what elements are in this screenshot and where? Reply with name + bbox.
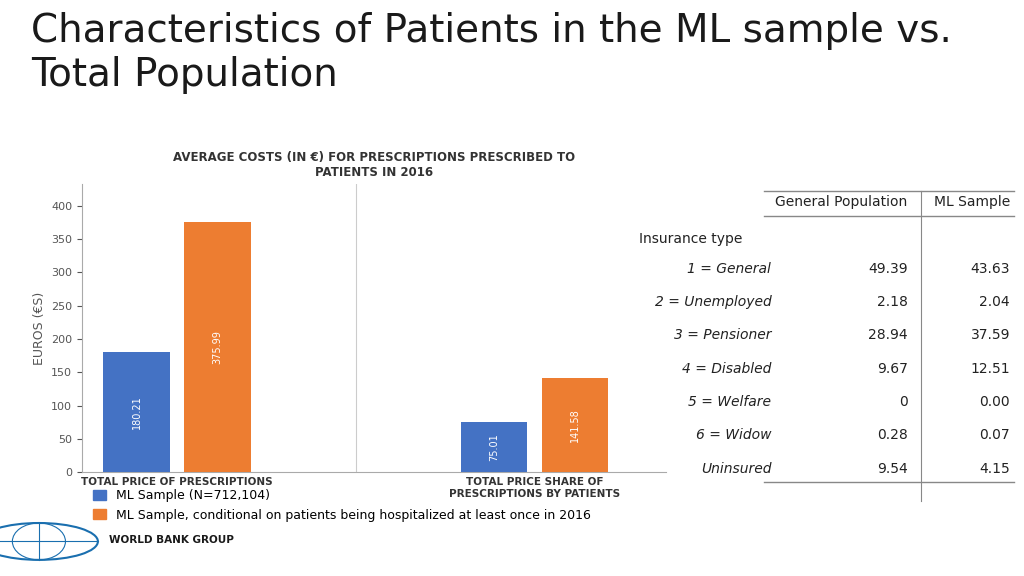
Y-axis label: EUROS (€S): EUROS (€S) [33, 291, 45, 365]
Text: 2.04: 2.04 [979, 295, 1010, 309]
Text: 43.63: 43.63 [971, 262, 1010, 276]
Text: ML Sample: ML Sample [934, 195, 1010, 210]
Text: 12.51: 12.51 [971, 362, 1010, 376]
Text: 0.28: 0.28 [877, 429, 907, 442]
Text: 28.94: 28.94 [868, 328, 907, 343]
Text: 2 = Unemployed: 2 = Unemployed [654, 295, 771, 309]
Text: 6 = Widow: 6 = Widow [695, 429, 771, 442]
Text: 3 = Pensioner: 3 = Pensioner [674, 328, 771, 343]
Text: 9.54: 9.54 [877, 461, 907, 476]
Text: WORLD BANK GROUP: WORLD BANK GROUP [109, 535, 233, 545]
Text: 1 = General: 1 = General [687, 262, 771, 276]
Bar [103, 353, 170, 472]
Text: Uninsured: Uninsured [700, 461, 771, 476]
Text: 75.01: 75.01 [489, 434, 499, 461]
Legend: ML Sample (N=712,104), ML Sample, conditional on patients being hospitalized at : ML Sample (N=712,104), ML Sample, condit… [88, 484, 596, 526]
Bar [542, 378, 608, 472]
Text: 5 = Welfare: 5 = Welfare [688, 395, 771, 409]
Text: 9.67: 9.67 [877, 362, 907, 376]
Text: 141.58: 141.58 [570, 408, 580, 442]
Text: Insurance type: Insurance type [639, 232, 742, 246]
Text: 4 = Disabled: 4 = Disabled [682, 362, 771, 376]
Text: 0.07: 0.07 [979, 429, 1010, 442]
Text: General Population: General Population [775, 195, 907, 210]
Text: Characteristics of Patients in the ML sample vs.
Total Population: Characteristics of Patients in the ML sa… [31, 12, 951, 93]
Text: 4.15: 4.15 [979, 461, 1010, 476]
Text: 180.21: 180.21 [132, 396, 141, 429]
Text: 37.59: 37.59 [971, 328, 1010, 343]
Text: 2.18: 2.18 [877, 295, 907, 309]
Bar [184, 222, 251, 472]
Text: 0.00: 0.00 [979, 395, 1010, 409]
Text: 49.39: 49.39 [868, 262, 907, 276]
Text: 375.99: 375.99 [213, 330, 222, 364]
Text: 0: 0 [899, 395, 907, 409]
Title: AVERAGE COSTS (IN €) FOR PRESCRIPTIONS PRESCRIBED TO
PATIENTS IN 2016: AVERAGE COSTS (IN €) FOR PRESCRIPTIONS P… [173, 151, 574, 179]
Bar [461, 422, 527, 472]
